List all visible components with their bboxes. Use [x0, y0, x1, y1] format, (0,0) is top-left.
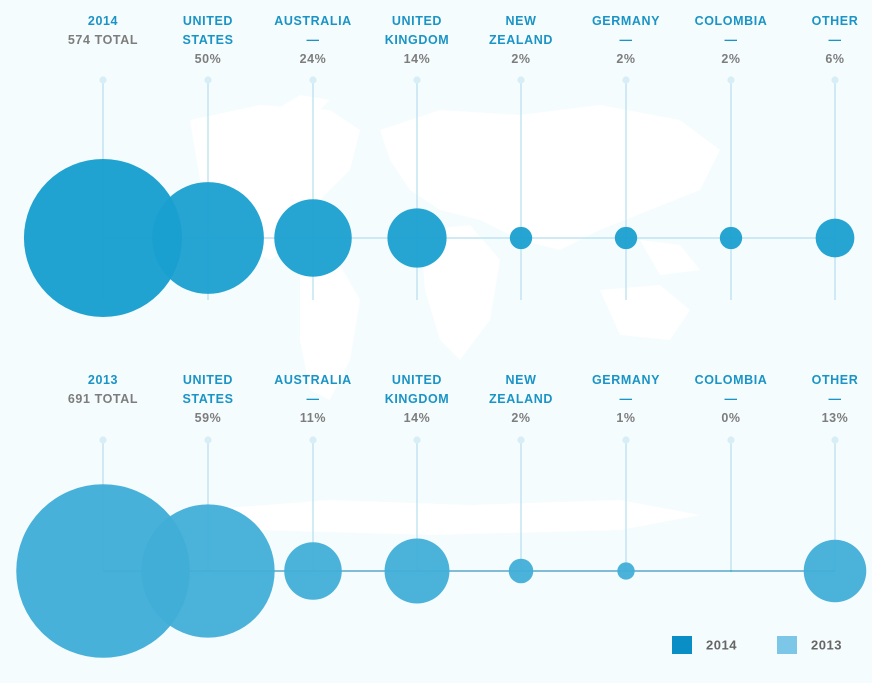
country-name: OTHER — [811, 14, 859, 47]
axis-top-dot-2013-0 [99, 436, 107, 444]
total-label: 691 TOTAL [67, 392, 139, 406]
category-label-2014-6: COLOMBIA — 2% [676, 12, 786, 69]
total-label: 574 TOTAL [67, 33, 139, 47]
category-label-2014-3: UNITED KINGDOM 14% [362, 12, 472, 69]
percent-label: 2% [511, 411, 531, 425]
percent-label: 2% [721, 52, 741, 66]
country-name: GERMANY — [591, 14, 661, 47]
legend-label: 2013 [811, 637, 842, 653]
axis-top-dot-2013-1 [204, 436, 212, 444]
category-label-2013-6: COLOMBIA — 0% [676, 371, 786, 428]
country-name: NEW ZEALAND [489, 14, 553, 47]
bubble-2013-6 [730, 570, 732, 572]
percent-label: 2% [511, 52, 531, 66]
category-label-2013-3: UNITED KINGDOM 14% [362, 371, 472, 428]
category-label-2013-5: GERMANY — 1% [571, 371, 681, 428]
percent-label: 50% [194, 52, 222, 66]
bubble-2014-6 [719, 226, 743, 250]
year-total-label-2013: 2013 691 TOTAL [48, 371, 158, 409]
axis-top-dot-2014-6 [727, 76, 735, 84]
category-label-2014-2: AUSTRALIA — 24% [258, 12, 368, 69]
axis-top-dot-2014-1 [204, 76, 212, 84]
percent-label: 0% [721, 411, 741, 425]
axis-top-dot-2014-5 [622, 76, 630, 84]
bubble-total-2014 [23, 158, 183, 318]
axis-top-dot-2013-7 [831, 436, 839, 444]
bubble-2013-4 [508, 558, 534, 584]
category-label-2014-4: NEW ZEALAND 2% [466, 12, 576, 69]
legend-swatch [777, 636, 797, 654]
country-name: COLOMBIA — [694, 14, 768, 47]
legend-item-2014: 2014 [672, 636, 737, 656]
axis-top-dot-2013-6 [727, 436, 735, 444]
world-map-background [190, 95, 720, 535]
bubble-total-2013 [16, 484, 190, 658]
country-name: UNITED KINGDOM [384, 14, 450, 47]
percent-label: 14% [403, 411, 431, 425]
bubble-2013-5 [617, 562, 635, 580]
percent-label: 1% [616, 411, 636, 425]
category-label-2013-1: UNITED STATES 59% [153, 371, 263, 428]
percent-label: 11% [299, 411, 327, 425]
percent-label: 14% [403, 52, 431, 66]
bubble-2014-1 [152, 182, 264, 294]
percent-label: 6% [825, 52, 845, 66]
bubble-2014-3 [387, 208, 447, 268]
bubble-2014-7 [815, 218, 855, 258]
axis-top-dot-2013-4 [517, 436, 525, 444]
country-name: GERMANY — [591, 373, 661, 406]
percent-label: 2% [616, 52, 636, 66]
country-name: UNITED KINGDOM [384, 373, 450, 406]
axis-top-dot-2014-0 [99, 76, 107, 84]
legend-label: 2014 [706, 637, 737, 653]
bubble-2013-1 [141, 504, 275, 638]
country-name: OTHER — [811, 373, 859, 406]
year-label: 2014 [87, 14, 119, 28]
country-name: COLOMBIA — [694, 373, 768, 406]
category-label-2013-4: NEW ZEALAND 2% [466, 371, 576, 428]
country-name: AUSTRALIA — [274, 373, 352, 406]
bubble-2013-2 [284, 542, 342, 600]
country-name: AUSTRALIA — [274, 14, 352, 47]
axis-top-dot-2013-3 [413, 436, 421, 444]
axis-top-dot-2013-5 [622, 436, 630, 444]
bubble-2014-5 [614, 226, 638, 250]
axis-top-dot-2013-2 [309, 436, 317, 444]
category-label-2014-1: UNITED STATES 50% [153, 12, 263, 69]
axis-top-dot-2014-3 [413, 76, 421, 84]
bubble-2013-3 [384, 538, 450, 604]
percent-label: 59% [194, 411, 222, 425]
country-name: NEW ZEALAND [489, 373, 553, 406]
category-label-2014-5: GERMANY — 2% [571, 12, 681, 69]
category-label-2013-7: OTHER — 13% [780, 371, 872, 428]
category-label-2014-7: OTHER — 6% [780, 12, 872, 69]
axis-top-dot-2014-4 [517, 76, 525, 84]
legend-swatch [672, 636, 692, 654]
percent-label: 24% [299, 52, 327, 66]
axis-top-dot-2014-2 [309, 76, 317, 84]
country-name: UNITED STATES [182, 373, 234, 406]
legend-item-2013: 2013 [777, 636, 842, 656]
year-label: 2013 [87, 373, 119, 387]
percent-label: 13% [821, 411, 849, 425]
bubble-2014-2 [274, 199, 352, 277]
year-total-label-2014: 2014 574 TOTAL [48, 12, 158, 50]
axis-top-dot-2014-7 [831, 76, 839, 84]
country-name: UNITED STATES [182, 14, 234, 47]
bubble-2013-7 [803, 539, 867, 603]
bubble-2014-4 [509, 226, 533, 250]
category-label-2013-2: AUSTRALIA — 11% [258, 371, 368, 428]
